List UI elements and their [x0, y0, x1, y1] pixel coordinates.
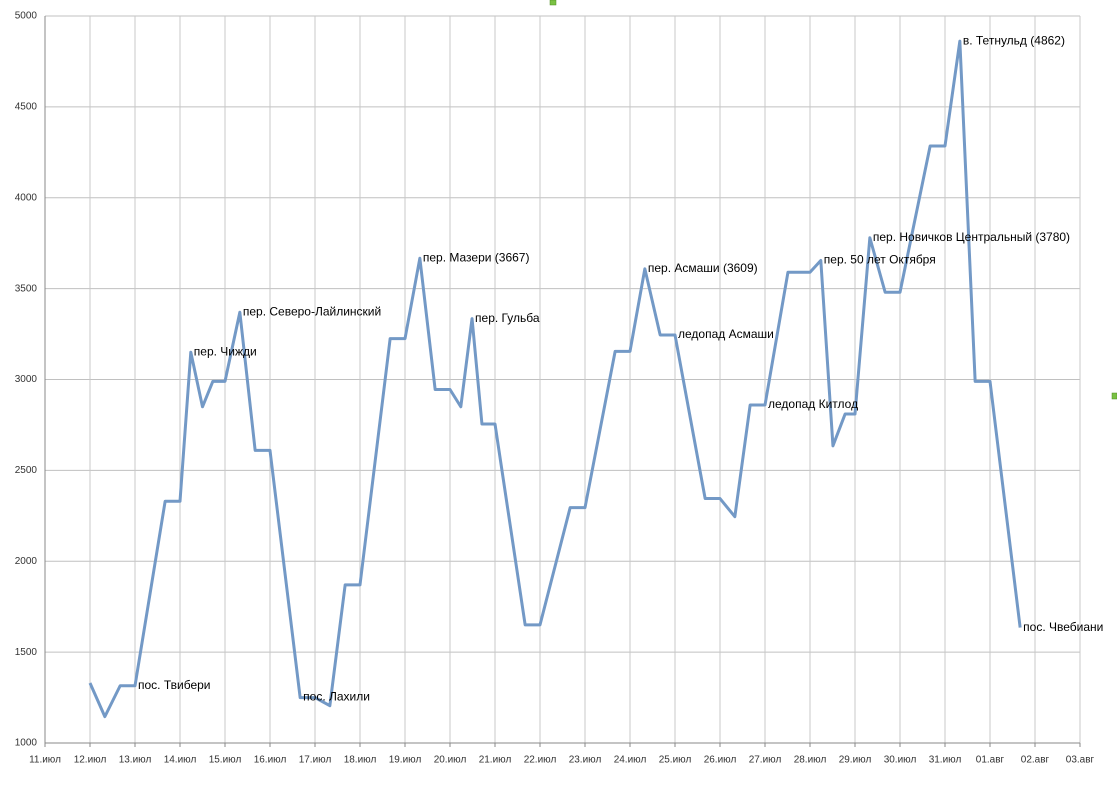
x-tick-label: 23.июл [569, 755, 602, 766]
x-tick-label: 29.июл [839, 755, 872, 766]
x-tick-label: 19.июл [389, 755, 422, 766]
point-label: пер. Мазери (3667) [423, 250, 530, 264]
x-tick-label: 20.июл [434, 755, 467, 766]
x-tick-label: 28.июл [794, 755, 827, 766]
x-tick-label: 15.июл [209, 755, 242, 766]
point-label: пер. Чижди [194, 344, 257, 358]
y-tick-label: 1000 [15, 738, 38, 749]
point-label: ледопад Асмаши [678, 327, 774, 341]
x-tick-label: 31.июл [929, 755, 962, 766]
x-tick-label: 01.авг [976, 755, 1005, 766]
x-tick-label: 18.июл [344, 755, 377, 766]
y-tick-label: 2000 [15, 556, 38, 567]
x-tick-label: 24.июл [614, 755, 647, 766]
point-label: пер. Асмаши (3609) [648, 261, 758, 275]
point-label: пер. Северо-Лайлинский [243, 304, 381, 318]
data-line [88, 39, 1022, 719]
x-tick-label: 17.июл [299, 755, 332, 766]
y-tick-label: 3500 [15, 283, 38, 294]
x-tick-label: 02.авг [1021, 755, 1050, 766]
y-tick-label: 4000 [15, 192, 38, 203]
point-label: в. Тетнульд (4862) [963, 33, 1065, 47]
x-tick-label: 16.июл [254, 755, 287, 766]
x-tick-label: 21.июл [479, 755, 512, 766]
point-label: пер. 50 лет Октября [824, 253, 936, 267]
point-label: ледопад Китлод [768, 397, 858, 411]
y-tick-label: 3000 [15, 374, 38, 385]
y-tick-label: 4500 [15, 102, 38, 113]
x-tick-label: 13.июл [119, 755, 152, 766]
y-tick-label: 1500 [15, 647, 38, 658]
selection-handle [1111, 392, 1117, 400]
point-label: пос. Чвебиани [1023, 620, 1103, 634]
selection-handle [549, 0, 557, 6]
point-label: пер. Новичков Центральный (3780) [873, 230, 1070, 244]
point-label: пер. Гульба [475, 311, 540, 325]
x-tick-label: 03.авг [1066, 755, 1095, 766]
point-label: пос. Твибери [138, 678, 211, 692]
x-tick-label: 11.июл [29, 755, 61, 766]
x-tick-label: 27.июл [749, 755, 782, 766]
point-label: пос. Лахили [303, 690, 370, 704]
x-tick-label: 26.июл [704, 755, 737, 766]
x-tick-label: 22.июл [524, 755, 557, 766]
y-tick-label: 5000 [15, 11, 38, 22]
x-tick-label: 12.июл [74, 755, 107, 766]
x-tick-label: 14.июл [164, 755, 197, 766]
x-tick-label: 25.июл [659, 755, 692, 766]
y-tick-label: 2500 [15, 465, 38, 476]
x-tick-label: 30.июл [884, 755, 917, 766]
